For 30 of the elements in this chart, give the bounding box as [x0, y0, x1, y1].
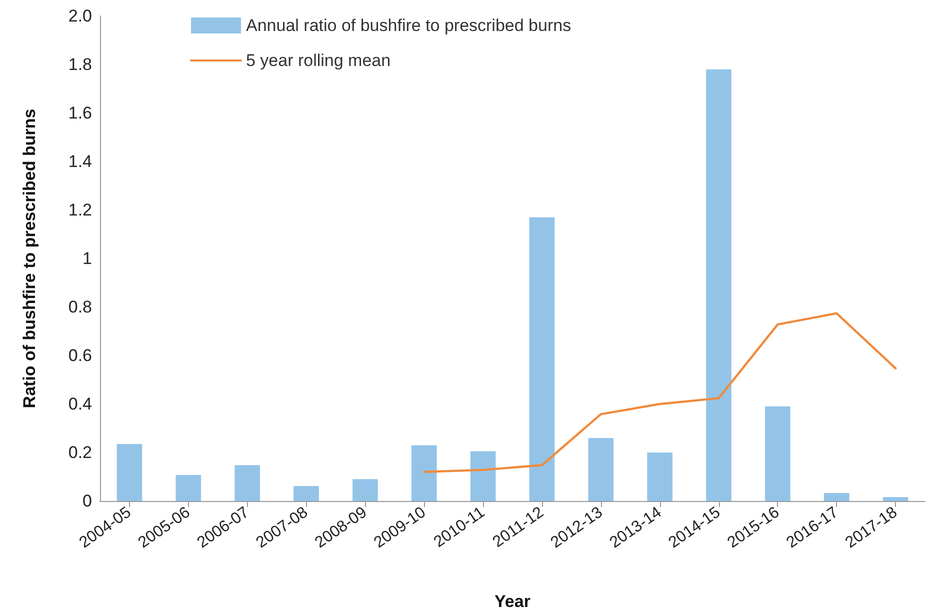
bar: [529, 217, 555, 501]
bar: [411, 445, 437, 501]
y-tick-label: 1: [82, 249, 92, 268]
bar: [234, 465, 260, 501]
y-tick-label: 1.2: [68, 200, 92, 220]
y-tick-label: 2.0: [68, 6, 92, 26]
y-tick-label: 1.4: [68, 152, 92, 171]
legend-label: 5 year rolling mean: [246, 51, 391, 70]
line-series: [423, 312, 897, 473]
x-axis-title: Year: [494, 592, 531, 611]
y-tick-label: 0.4: [68, 394, 92, 414]
y-tick-label: 0.2: [68, 443, 92, 462]
bar: [765, 406, 790, 501]
y-tick-label: 1.8: [68, 55, 92, 74]
bar: [176, 475, 202, 501]
bar: [352, 479, 378, 501]
bar: [294, 486, 319, 501]
y-axis-title: Ratio of bushfire to prescribed burns: [20, 108, 39, 408]
bar: [588, 438, 614, 501]
y-tick-label: 0: [82, 492, 92, 510]
bar: [116, 444, 142, 501]
bar: [824, 493, 850, 501]
y-tick-label: 0.8: [68, 298, 92, 316]
y-tick-label: 0.6: [68, 346, 92, 365]
bar: [647, 452, 672, 501]
bar: [882, 497, 908, 501]
y-tick-label: 1.6: [68, 104, 92, 122]
bar: [470, 451, 496, 501]
bar: [706, 69, 732, 501]
legend-label: Annual ratio of bushfire to prescribed burns: [246, 16, 572, 35]
